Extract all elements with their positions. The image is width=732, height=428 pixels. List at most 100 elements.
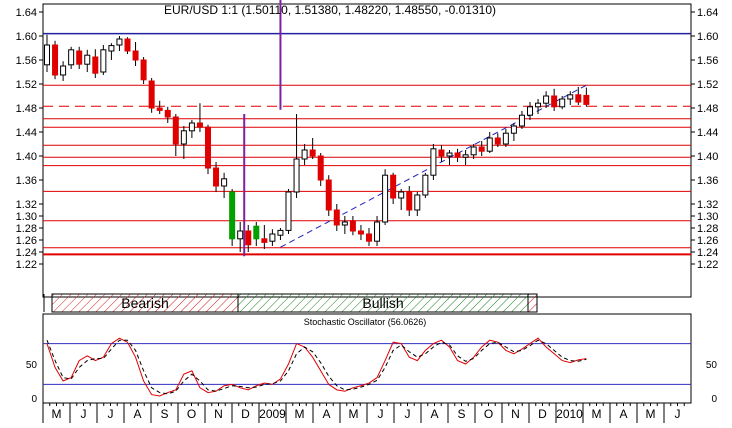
y-tick-label-right: 1.64 xyxy=(697,7,718,19)
x-tick-label: A xyxy=(322,407,330,421)
candle-body xyxy=(551,95,558,108)
candle xyxy=(76,46,83,69)
candle-body xyxy=(510,125,517,134)
y-tick-label-left: 1.32 xyxy=(16,199,37,211)
candle-body xyxy=(333,209,340,226)
candle xyxy=(454,148,461,162)
candle-body xyxy=(76,50,83,65)
candle xyxy=(406,186,413,216)
y-tick-label-left: 1.52 xyxy=(16,79,37,91)
y-tick-label-right: 1.22 xyxy=(697,259,718,271)
candle xyxy=(510,123,517,141)
bearish-zone-label: Bearish xyxy=(121,295,168,311)
candle-body xyxy=(116,38,123,46)
y-tick-label-left: 1.36 xyxy=(16,175,37,187)
candle xyxy=(438,145,445,162)
candle-body xyxy=(269,233,276,242)
x-axis: M J J A S O N D 2009 M A M J J A S O N D 2010 M A M J xyxy=(42,402,691,423)
y-tick-label-right: 1.48 xyxy=(697,103,718,115)
candle-body xyxy=(446,152,453,157)
candle xyxy=(156,100,163,114)
candle-body xyxy=(454,152,461,158)
stochastic-title: Stochastic Oscillator (56.0626) xyxy=(304,317,427,327)
candle-body xyxy=(180,130,187,145)
x-tick-label: M xyxy=(349,407,359,421)
candle xyxy=(333,204,340,231)
candle xyxy=(68,46,75,69)
candle xyxy=(527,102,533,120)
candle xyxy=(132,42,139,66)
candle xyxy=(301,144,308,165)
x-tick-label: J xyxy=(378,407,384,421)
candle xyxy=(325,175,332,216)
candle-body xyxy=(108,45,115,52)
candle-body xyxy=(92,56,99,74)
y-tick-label-left: 1.22 xyxy=(16,259,37,271)
candle-body xyxy=(84,54,91,65)
candle-body xyxy=(60,65,67,76)
candle xyxy=(543,91,550,108)
candle xyxy=(374,216,381,246)
trend-zone-bar: Bearish Bullish xyxy=(43,293,538,313)
candle-body xyxy=(422,174,429,196)
x-tick-label: 2010 xyxy=(556,407,583,421)
candle xyxy=(261,225,268,249)
x-tick-label: S xyxy=(457,407,465,421)
x-tick-label: S xyxy=(160,407,168,421)
candle xyxy=(341,216,348,234)
candle-body xyxy=(462,154,469,158)
y-tick-label-right: 1.32 xyxy=(697,199,718,211)
x-tick-label: J xyxy=(81,407,87,421)
y-tick-label-left: 1.56 xyxy=(16,55,37,67)
x-tick-label: J xyxy=(675,407,681,421)
y-tick-label-left: 1.48 xyxy=(16,103,37,115)
candle xyxy=(567,91,574,105)
candle xyxy=(559,96,566,110)
candle xyxy=(366,228,372,246)
y-tick-label-right: 1.26 xyxy=(697,235,718,247)
candle-body xyxy=(438,149,445,157)
y-tick-label-left: 1.60 xyxy=(16,31,37,43)
candle xyxy=(92,49,99,78)
candle xyxy=(84,49,91,72)
candle xyxy=(535,99,542,114)
candle-body xyxy=(406,191,413,211)
candle-body xyxy=(172,116,179,145)
candle xyxy=(100,45,107,75)
candle-body xyxy=(237,230,244,240)
chart-title: EUR/USD 1:1 (1.50110, 1.51380, 1.48220, … xyxy=(164,3,496,17)
candle xyxy=(237,222,244,252)
candle xyxy=(390,172,397,204)
stochastic-tick-left: 0 xyxy=(31,394,37,405)
candle xyxy=(430,144,437,180)
y-tick-label-left: 1.24 xyxy=(16,247,37,259)
candle xyxy=(575,87,582,105)
candle-body xyxy=(164,109,171,118)
y-tick-label-right: 1.56 xyxy=(697,55,718,67)
candle-body xyxy=(559,98,566,108)
x-tick-label: A xyxy=(430,407,438,421)
stochastic-d-line xyxy=(46,339,587,395)
candle xyxy=(188,120,195,138)
candle-body xyxy=(100,49,107,73)
stochastic-tick-right: 50 xyxy=(706,360,718,371)
candle xyxy=(398,189,405,210)
candle-body xyxy=(156,107,163,111)
price-panel: 1.64 1.64 1.60 1.60 1.56 1.56 1.52 1.52 1.48 1.48… xyxy=(16,0,718,298)
candle xyxy=(357,225,364,240)
candle xyxy=(583,87,590,107)
candle-body xyxy=(309,149,316,157)
x-tick-label: D xyxy=(241,407,250,421)
candle-body xyxy=(317,155,324,181)
candle-body xyxy=(478,146,485,152)
candle xyxy=(502,129,509,147)
candle-body xyxy=(44,44,50,66)
candle-body xyxy=(132,50,139,61)
candle-body xyxy=(221,178,228,187)
x-tick-label: 2009 xyxy=(259,407,286,421)
candle xyxy=(164,106,171,123)
candle-body xyxy=(188,122,195,132)
candle-body xyxy=(349,220,356,232)
candle xyxy=(172,114,179,156)
